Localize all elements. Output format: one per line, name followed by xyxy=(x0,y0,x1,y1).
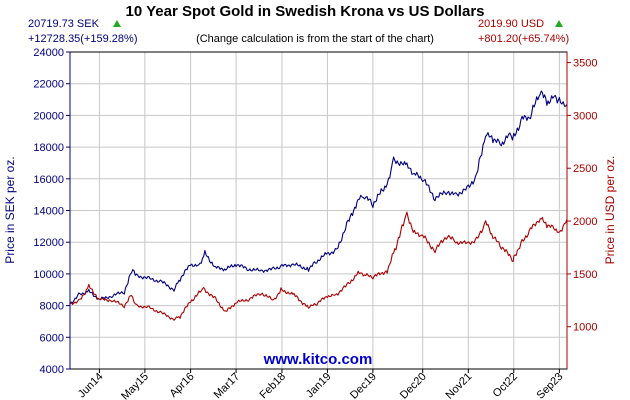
right-tick-label: 3500 xyxy=(573,58,597,70)
left-tick-label: 18000 xyxy=(33,142,64,154)
left-tick-label: 10000 xyxy=(33,269,64,281)
left-axis-label: Price in SEK per oz. xyxy=(3,156,17,263)
watermark: www.kitco.com xyxy=(263,351,373,368)
series-line-usd xyxy=(69,211,568,321)
right-tick-label: 1500 xyxy=(573,269,597,281)
usd-up-arrow-icon xyxy=(555,20,563,27)
right-tick-label: 3000 xyxy=(573,110,597,122)
sek-price-label: 20719.73 SEK xyxy=(28,18,100,30)
sek-change-label: +12728.35(+159.28%) xyxy=(28,33,137,45)
right-tick-label: 2500 xyxy=(573,163,597,175)
series-layer xyxy=(69,90,568,321)
right-axis-label: Price in USD per oz. xyxy=(603,156,617,265)
chart-subtitle: (Change calculation is from the start of… xyxy=(196,33,434,45)
sek-up-arrow-icon xyxy=(113,20,121,27)
left-tick-label: 12000 xyxy=(33,237,64,249)
left-tick-label: 14000 xyxy=(33,206,64,218)
left-tick-label: 16000 xyxy=(33,174,64,186)
left-tick-label: 20000 xyxy=(33,110,64,122)
chart-title: 10 Year Spot Gold in Swedish Krona vs US… xyxy=(126,3,485,20)
right-tick-label: 2000 xyxy=(573,216,597,228)
left-tick-label: 6000 xyxy=(40,332,64,344)
left-tick-label: 22000 xyxy=(33,79,64,91)
usd-change-label: +801.20(+65.74%) xyxy=(478,33,569,45)
left-tick-label: 24000 xyxy=(33,47,64,59)
left-tick-label: 8000 xyxy=(40,301,64,313)
left-tick-label: 4000 xyxy=(40,364,64,376)
right-tick-label: 1000 xyxy=(573,322,597,334)
series-line-sek xyxy=(69,90,568,305)
usd-price-label: 2019.90 USD xyxy=(478,18,544,30)
